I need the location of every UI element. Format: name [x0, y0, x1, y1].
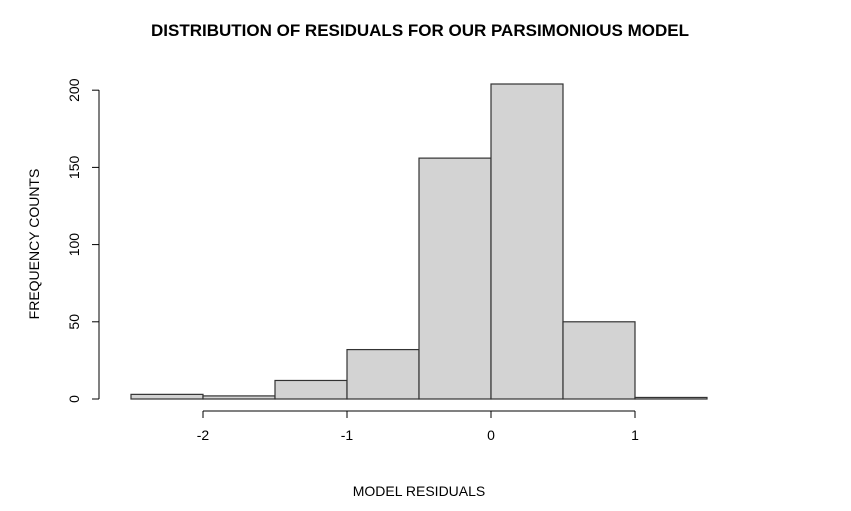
x-tick-label-0: -2: [197, 427, 210, 443]
y-tick-label-4: 200: [66, 78, 82, 102]
y-tick-label-1: 50: [66, 314, 82, 330]
histogram-bar-4: [418, 157, 492, 400]
histogram-bar-0: [130, 393, 204, 400]
histogram-bar-2: [274, 379, 348, 400]
y-axis-label: FREQUENCY COUNTS: [26, 169, 42, 320]
histogram-bar-3: [346, 348, 420, 400]
x-tick-label-3: 1: [631, 427, 639, 443]
histogram-bar-6: [562, 321, 636, 400]
y-axis: 0 50 100 150 200: [66, 78, 100, 403]
histogram-bar-5: [490, 83, 564, 400]
x-tick-label-1: -1: [341, 427, 354, 443]
y-tick-label-3: 150: [66, 155, 82, 179]
y-tick-label-0: 0: [66, 395, 82, 403]
histogram-bar-1: [202, 395, 276, 400]
bars-group: [130, 83, 708, 400]
y-tick-label-2: 100: [66, 233, 82, 257]
x-tick-label-2: 0: [487, 427, 495, 443]
x-axis-label: MODEL RESIDUALS: [353, 483, 486, 499]
x-axis: -2 -1 0 1: [197, 410, 639, 443]
histogram-bar-7: [634, 396, 708, 400]
chart-title: DISTRIBUTION OF RESIDUALS FOR OUR PARSIM…: [151, 21, 689, 40]
